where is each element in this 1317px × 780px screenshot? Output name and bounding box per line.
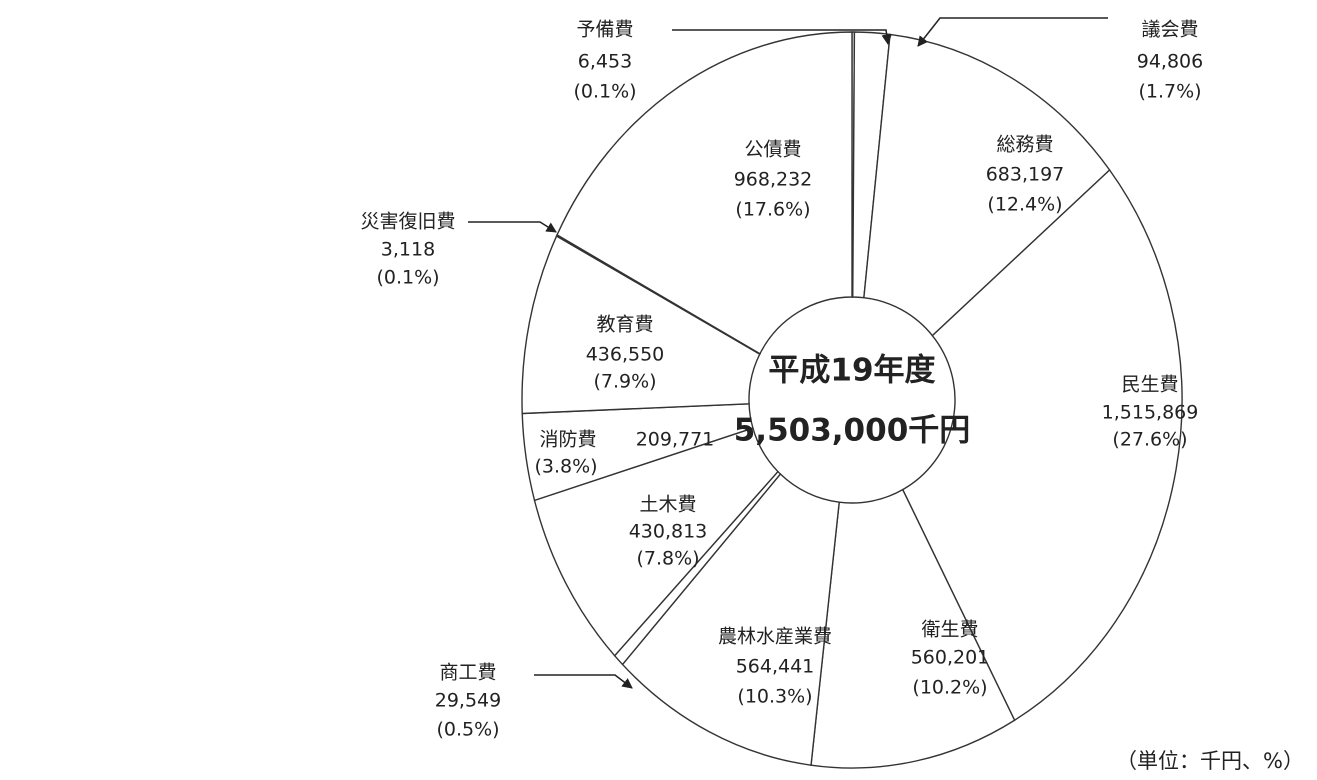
- value-label: 94,806: [1137, 51, 1203, 73]
- share-label: (0.1%): [376, 267, 439, 289]
- share-label: (7.9%): [593, 371, 656, 393]
- category-label: 総務費: [996, 134, 1053, 156]
- category-label: 農林水産業費: [718, 626, 832, 648]
- share-label: (10.2%): [912, 677, 987, 699]
- share-label: (1.7%): [1138, 81, 1201, 103]
- share-label: (10.3%): [737, 686, 812, 708]
- center-title: 平成19年度: [768, 353, 935, 389]
- share-label: (3.8%): [534, 456, 597, 478]
- category-label: 予備費: [576, 19, 633, 41]
- category-label: 議会費: [1141, 19, 1198, 41]
- share-label: (17.6%): [735, 199, 810, 221]
- category-label: 商工費: [439, 662, 496, 684]
- chart: 予備費 6,453 (0.1%) 議会費 94,806 (1.7%) 総務費 6…: [0, 0, 1317, 780]
- share-label: (0.5%): [436, 719, 499, 741]
- value-label: 968,232: [734, 169, 813, 191]
- value-label: 560,201: [911, 647, 990, 669]
- donut: [522, 32, 1182, 768]
- value-label: 564,441: [736, 656, 815, 678]
- value-label: 683,197: [986, 164, 1065, 186]
- value-label: 3,118: [381, 239, 435, 261]
- category-label: 教育費: [596, 314, 653, 336]
- leader-line: [468, 222, 556, 232]
- value-label: 1,515,869: [1102, 402, 1199, 424]
- category-label: 土木費: [639, 494, 696, 516]
- value-label: 29,549: [435, 690, 501, 712]
- center-total: 5,503,000千円: [734, 413, 971, 449]
- unit-note: （単位：千円、%）: [1116, 749, 1304, 773]
- share-label: (12.4%): [987, 194, 1062, 216]
- value-label: 209,771: [636, 429, 715, 451]
- value-label: 430,813: [629, 521, 708, 543]
- category-label: 民生費: [1121, 374, 1178, 396]
- value-label: 6,453: [578, 51, 632, 73]
- share-label: (27.6%): [1112, 429, 1187, 451]
- category-label: 公債費: [744, 139, 801, 161]
- category-label: 災害復旧費: [360, 211, 455, 233]
- value-label: 436,550: [586, 344, 665, 366]
- share-label: (0.1%): [573, 81, 636, 103]
- category-label: 衛生費: [921, 619, 978, 641]
- category-label: 消防費: [539, 429, 596, 451]
- leader-line: [534, 675, 632, 688]
- leader-line: [918, 18, 1108, 46]
- share-label: (7.8%): [636, 548, 699, 570]
